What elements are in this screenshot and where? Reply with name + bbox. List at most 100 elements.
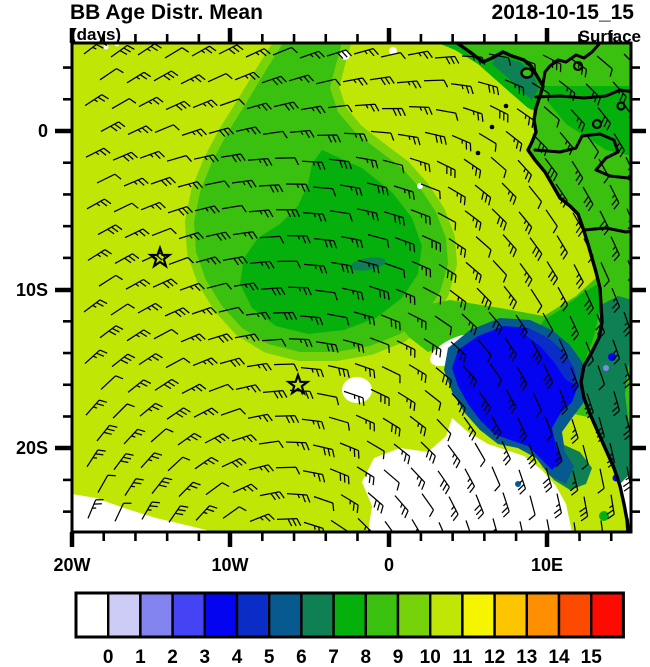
wind-barb xyxy=(370,130,395,141)
wind-barb xyxy=(544,157,558,182)
age4-5-core xyxy=(452,326,578,470)
coastline xyxy=(455,43,630,532)
y-tick-label: 0 xyxy=(38,121,48,141)
se-deep-green xyxy=(536,284,600,376)
wind-barb xyxy=(572,212,584,238)
colorbar-box xyxy=(590,591,625,639)
white-patch-1 xyxy=(342,377,372,403)
wind-barb xyxy=(153,328,179,340)
wind-barb xyxy=(315,341,339,353)
wind-barb xyxy=(492,259,508,283)
wind-barb xyxy=(447,186,466,206)
wind-barb xyxy=(475,236,492,258)
wind-barb xyxy=(354,363,376,379)
lake-outline xyxy=(591,118,603,130)
wind-barb xyxy=(138,353,163,366)
wind-barb xyxy=(123,428,146,445)
wind-barb xyxy=(409,415,427,437)
wind-barb xyxy=(166,155,192,163)
wind-barb xyxy=(327,104,353,113)
wind-barb xyxy=(301,418,325,430)
wind-barb xyxy=(420,183,441,200)
colorbar-box xyxy=(461,591,496,639)
wind-barb xyxy=(448,496,459,522)
colorbar-box xyxy=(203,591,239,639)
colorbar-border xyxy=(74,591,625,639)
wind-barb xyxy=(234,71,260,81)
white-sw-corner xyxy=(72,494,214,532)
wind-barb xyxy=(113,453,134,471)
wind-barb xyxy=(208,383,234,392)
wind-barb xyxy=(503,285,517,310)
wind-barb xyxy=(177,181,203,190)
wind-barb xyxy=(312,186,337,197)
plot-units: (days) xyxy=(71,25,122,44)
wind-barb xyxy=(353,47,379,57)
wind-barb xyxy=(191,306,217,316)
wind-barb xyxy=(234,333,260,342)
wind-barb xyxy=(570,419,579,445)
wind-barb xyxy=(233,282,259,291)
wind-barb xyxy=(126,71,152,84)
wind-barb xyxy=(195,256,221,265)
wind-barb xyxy=(355,156,379,169)
wind-barb xyxy=(275,466,301,475)
wind-barb xyxy=(137,43,162,56)
wind-barb xyxy=(181,383,207,394)
wind-barb xyxy=(396,340,416,358)
wind-barb xyxy=(247,413,273,423)
green-speck-south xyxy=(599,511,609,521)
wind-barb xyxy=(315,78,341,86)
wind-barb xyxy=(397,133,421,146)
wind-barb xyxy=(98,274,123,287)
wind-barb xyxy=(595,313,606,339)
colorbar: 0 1 2 3 4 5 6 7 8 9 10 11 12 13 14 15 xyxy=(74,591,625,667)
wind-barb xyxy=(531,82,550,102)
land-lavender-speck xyxy=(603,365,609,371)
wind-barb xyxy=(357,517,373,532)
wind-barb xyxy=(421,235,442,252)
y-tick-label: 20S xyxy=(16,438,48,458)
wind-barb xyxy=(383,211,406,226)
wind-barb xyxy=(505,130,523,152)
wind-barb xyxy=(287,286,312,296)
wind-barb xyxy=(178,481,201,498)
wind-barb xyxy=(111,98,137,110)
wind-barb xyxy=(261,338,287,347)
wind-barb xyxy=(613,133,625,158)
wind-barb xyxy=(303,263,328,274)
wind-barb xyxy=(544,415,553,442)
wind-barb xyxy=(518,211,533,235)
wind-barb xyxy=(247,157,273,167)
wind-barb xyxy=(124,478,144,496)
wind-barb xyxy=(545,209,558,234)
wind-barb xyxy=(206,282,232,290)
wind-barb xyxy=(113,202,139,213)
wind-barb xyxy=(220,408,246,416)
colorbar-label: 13 xyxy=(516,647,537,667)
wind-barb xyxy=(381,107,406,117)
wind-barb xyxy=(410,467,426,490)
colorbar-label: 10 xyxy=(420,647,441,667)
wind-barb xyxy=(192,357,218,367)
wind-barb xyxy=(343,390,365,406)
wind-barb xyxy=(409,157,431,173)
wind-barb xyxy=(582,186,594,212)
wind-barb xyxy=(384,262,406,279)
wind-barb xyxy=(366,440,385,460)
wind-barb xyxy=(380,51,406,60)
wind-barb xyxy=(204,180,230,188)
wind-barb xyxy=(528,185,543,210)
wind-barb xyxy=(451,134,472,152)
wind-barb xyxy=(86,449,106,468)
wind-barb xyxy=(395,288,416,305)
wind-barb xyxy=(312,444,335,458)
colorbar-label: 6 xyxy=(296,647,307,667)
wind-barb xyxy=(394,495,409,519)
colorbar-box xyxy=(525,591,561,639)
wind-barb xyxy=(180,333,206,343)
wind-barb xyxy=(542,467,553,493)
wind-barb xyxy=(195,505,218,521)
